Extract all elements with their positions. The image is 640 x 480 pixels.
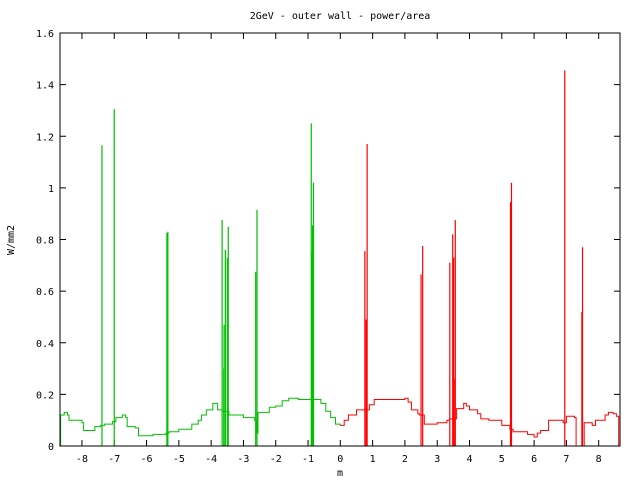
- x-tick-label: 6: [531, 454, 537, 465]
- x-tick-label: 7: [563, 454, 569, 465]
- x-tick-label: -2: [270, 454, 282, 465]
- x-tick-label: -5: [173, 454, 185, 465]
- y-tick-label: 1: [48, 184, 54, 195]
- series-1: [340, 70, 620, 447]
- series-line: [340, 397, 620, 447]
- x-tick-label: 1: [370, 454, 376, 465]
- x-tick-label: -6: [141, 454, 153, 465]
- x-tick-label: -8: [76, 454, 88, 465]
- y-tick-label: 1.4: [36, 81, 54, 92]
- y-tick-label: 1.2: [36, 132, 54, 143]
- x-tick-label: -7: [108, 454, 120, 465]
- y-tick-label: 0.2: [36, 390, 54, 401]
- y-tick-label: 1.6: [36, 29, 54, 40]
- y-tick-label: 0: [48, 442, 54, 453]
- x-tick-label: 0: [337, 454, 343, 465]
- x-tick-label: -4: [205, 454, 217, 465]
- series-line: [60, 397, 341, 447]
- y-tick-label: 0.8: [36, 236, 54, 247]
- y-axis-label: W/mm2: [6, 225, 17, 255]
- y-tick-label: 0.6: [36, 287, 54, 298]
- series-0: [60, 109, 341, 447]
- plot-frame: [59, 32, 621, 447]
- chart-title: 2GeV - outer wall - power/area: [250, 11, 431, 22]
- x-tick-label: -1: [302, 454, 314, 465]
- x-tick-label: -3: [237, 454, 249, 465]
- x-tick-label: 4: [466, 454, 472, 465]
- y-tick-label: 0.4: [36, 339, 54, 350]
- x-tick-label: 3: [434, 454, 440, 465]
- x-tick-label: 2: [402, 454, 408, 465]
- x-tick-label: 5: [499, 454, 505, 465]
- x-axis-label: m: [337, 468, 343, 479]
- x-tick-label: 8: [596, 454, 602, 465]
